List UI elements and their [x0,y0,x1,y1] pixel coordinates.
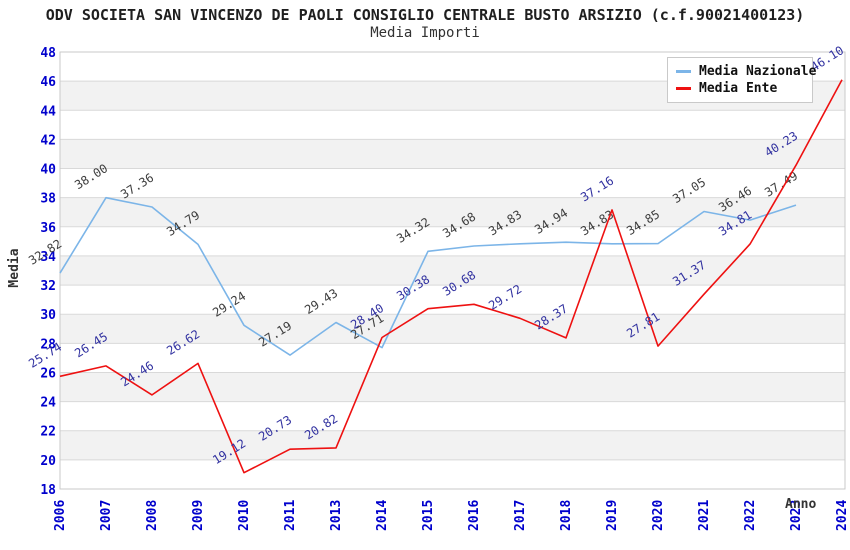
y-tick-label: 46 [40,75,56,90]
y-tick-label: 24 [40,396,56,411]
y-tick-label: 26 [40,366,56,381]
y-tick-label: 22 [40,425,56,440]
chart-title: ODV SOCIETA SAN VINCENZO DE PAOLI CONSIG… [45,6,805,24]
plot-band [60,110,845,140]
plot-band [60,197,845,227]
plot-band [60,226,845,256]
legend-label: Media Ente [699,81,778,96]
plot-band [60,401,845,431]
plot-band [60,139,845,169]
x-tick-label: 2008 [145,500,160,531]
y-tick-label: 42 [40,133,56,148]
y-tick-label: 48 [40,46,56,61]
x-tick-label: 2016 [467,500,482,531]
x-tick-label: 2021 [697,500,712,531]
series-line-media-nazionale [59,196,797,356]
plot-band [60,168,845,198]
legend-item-media-ente: Media Ente [676,80,812,97]
y-tick-label: 32 [40,279,56,294]
y-tick-label: 40 [40,163,56,178]
plot-border [59,51,846,490]
series-line-media-ente [59,79,843,474]
x-axis-title: Anno [785,497,817,512]
x-tick-label: 2014 [375,500,390,531]
x-tick-label: 2022 [743,500,758,531]
x-tick-label: 2024 [835,500,850,531]
y-tick-label: 28 [40,337,56,352]
y-tick-label: 44 [40,104,56,119]
x-tick-label: 2011 [283,500,298,531]
plot-band [60,314,845,344]
y-tick-label: 34 [40,250,56,265]
chart-subtitle: Media Importi [370,25,480,41]
x-tick-label: 2009 [191,500,206,531]
x-tick-label: 2007 [99,500,114,531]
nazionale-line-swatch-icon [676,70,691,73]
plot-band [60,459,845,489]
plot-band [60,430,845,460]
x-tick-label: 2018 [559,500,574,531]
x-tick-label: 2019 [605,500,620,531]
x-tick-label: 2013 [329,500,344,531]
y-tick-label: 30 [40,308,56,323]
y-tick-label: 38 [40,192,56,207]
ente-line-swatch-icon [676,87,691,90]
x-tick-label: 2020 [651,500,666,531]
x-tick-label: 2017 [513,500,528,531]
y-tick-label: 20 [40,454,56,469]
y-tick-label: 36 [40,221,56,236]
legend-label: Media Nazionale [699,64,817,79]
plot-band [60,285,845,315]
legend-item-media-nazionale: Media Nazionale [676,63,816,80]
plot-band [60,255,845,286]
y-tick-label: 18 [40,483,56,498]
legend-box: Media Nazionale Media Ente [667,57,816,103]
x-tick-label: 2006 [53,500,68,531]
x-tick-label: 2015 [421,500,436,531]
y-axis-title: Media [7,248,22,288]
plot-band [60,372,845,402]
x-tick-label: 2010 [237,500,252,531]
x-tick-label: 2023 [789,500,804,531]
